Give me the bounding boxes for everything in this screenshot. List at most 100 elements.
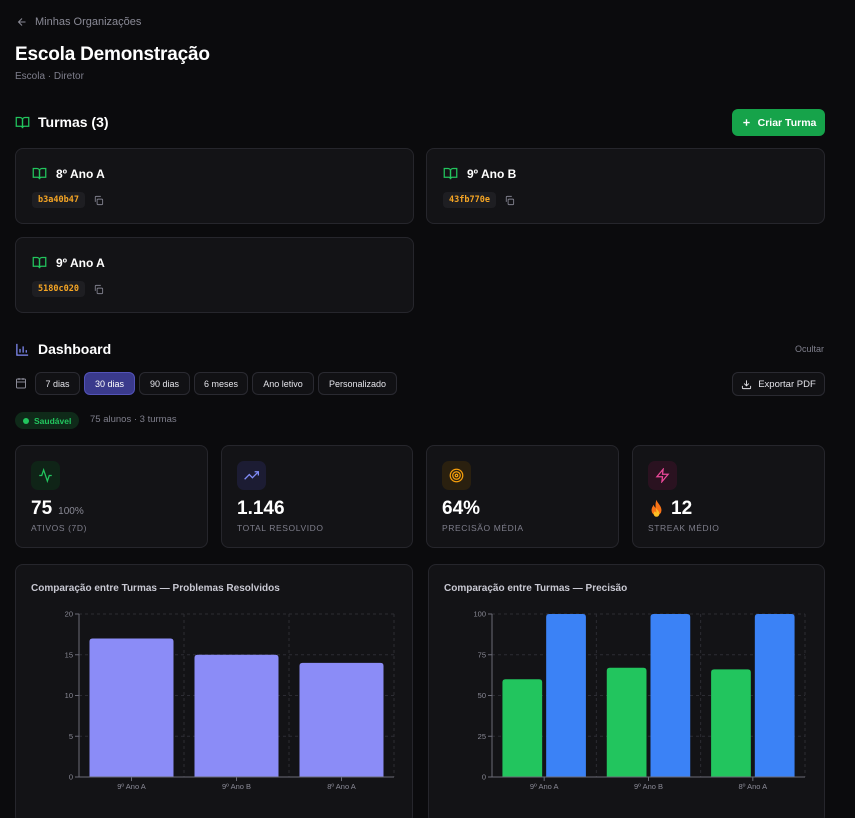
turma-name: 9º Ano A bbox=[32, 255, 105, 270]
y-tick-label: 15 bbox=[65, 650, 73, 659]
x-tick-label: 9º Ano A bbox=[117, 782, 146, 791]
turma-name: 8º Ano A bbox=[32, 166, 105, 181]
stat-number: 75 bbox=[31, 498, 53, 519]
bar bbox=[502, 679, 543, 777]
export-pdf-label: Exportar PDF bbox=[758, 378, 816, 390]
stat-value: 75 100% bbox=[31, 498, 84, 520]
stat-card-precisao: 64% PRECISÃO MÉDIA bbox=[426, 445, 619, 548]
bar bbox=[711, 669, 751, 777]
book-open-icon bbox=[32, 167, 47, 180]
target-icon bbox=[442, 461, 471, 490]
y-tick-label: 100 bbox=[473, 610, 486, 619]
dashboard-meta: 75 alunos · 3 turmas bbox=[90, 414, 177, 425]
stat-number: 12 bbox=[671, 498, 693, 519]
plus-icon bbox=[742, 119, 750, 126]
trending-up-icon bbox=[237, 461, 266, 490]
y-tick-label: 25 bbox=[478, 732, 486, 741]
turmas-section-title: Turmas (3) bbox=[15, 114, 109, 130]
chart-card-precisao: Comparação entre Turmas — Precisão 0 25 50… bbox=[428, 564, 825, 818]
stat-label: STREAK MÉDIO bbox=[648, 523, 720, 533]
book-open-icon bbox=[443, 167, 458, 180]
copy-icon[interactable] bbox=[504, 195, 515, 206]
bar bbox=[606, 667, 647, 777]
x-tick-label: 9º Ano B bbox=[222, 782, 251, 791]
arrow-left-icon bbox=[17, 18, 26, 26]
stat-card-streak: 12 STREAK MÉDIO bbox=[632, 445, 825, 548]
x-tick-label: 9º Ano B bbox=[634, 782, 663, 791]
filter-personalizado[interactable]: Personalizado bbox=[318, 372, 397, 395]
x-tick-label: 8º Ano A bbox=[327, 782, 356, 791]
copy-icon[interactable] bbox=[93, 284, 104, 295]
bar bbox=[194, 654, 279, 777]
book-open-icon bbox=[32, 256, 47, 269]
bar bbox=[546, 614, 586, 777]
status-dot bbox=[23, 417, 29, 424]
x-tick-label: 8º Ano A bbox=[739, 782, 768, 791]
chart-title: Comparação entre Turmas — Problemas Reso… bbox=[31, 583, 280, 594]
stat-label: TOTAL RESOLVIDO bbox=[237, 523, 324, 533]
activity-icon bbox=[31, 461, 60, 490]
turma-card[interactable]: 9º Ano B 43fb770e bbox=[426, 148, 825, 224]
status-badge: Saudável bbox=[15, 412, 80, 429]
book-open-icon bbox=[15, 116, 30, 128]
status-label: Saudável bbox=[34, 415, 72, 426]
turma-card[interactable]: 8º Ano A b3a40b47 bbox=[15, 148, 414, 224]
bar-chart-problemas: 0 5 10 15 20 9º Ano A 9º Ano B 8º Ano A bbox=[65, 610, 395, 791]
turma-name-label: 9º Ano B bbox=[467, 166, 517, 181]
stat-card-total-resolvido: 1.146 TOTAL RESOLVIDO bbox=[221, 445, 413, 548]
chart-title: Comparação entre Turmas — Precisão bbox=[444, 583, 628, 594]
back-link-label: Minhas Organizações bbox=[35, 16, 142, 28]
zap-icon bbox=[648, 461, 677, 490]
bar bbox=[754, 614, 795, 777]
bar-chart-precisao: 0 25 50 75 100 9º Ano A 9º Ano B 8º Ano A bbox=[473, 610, 806, 791]
y-tick-label: 20 bbox=[65, 610, 73, 619]
filter-7-dias[interactable]: 7 dias bbox=[35, 372, 80, 395]
calendar-icon bbox=[16, 378, 26, 389]
hide-dashboard-link[interactable]: Ocultar bbox=[795, 344, 825, 354]
stat-card-ativos: 75 100% ATIVOS (7D) bbox=[15, 445, 208, 548]
turma-code: b3a40b47 bbox=[32, 192, 85, 208]
dashboard-section-title: Dashboard bbox=[15, 341, 111, 357]
create-turma-label: Criar Turma bbox=[757, 116, 817, 129]
stat-number: 1.146 bbox=[237, 498, 285, 519]
y-tick-label: 5 bbox=[69, 732, 73, 741]
stat-label: ATIVOS (7D) bbox=[31, 523, 88, 533]
bar bbox=[650, 614, 691, 777]
turma-code: 43fb770e bbox=[443, 192, 496, 208]
filter-90-dias[interactable]: 90 dias bbox=[139, 372, 190, 395]
stat-number: 64% bbox=[442, 498, 481, 519]
chart-card-problemas: Comparação entre Turmas — Problemas Reso… bbox=[15, 564, 413, 818]
turma-code: 5180c020 bbox=[32, 281, 85, 297]
y-tick-label: 0 bbox=[69, 773, 73, 782]
back-link[interactable]: Minhas Organizações bbox=[16, 16, 141, 28]
download-icon bbox=[742, 379, 752, 389]
y-tick-label: 0 bbox=[482, 773, 486, 782]
turma-name-label: 9º Ano A bbox=[56, 255, 105, 270]
turmas-title: Turmas (3) bbox=[38, 114, 109, 130]
turma-name-label: 8º Ano A bbox=[56, 166, 105, 181]
stat-value: 1.146 bbox=[237, 498, 285, 520]
stat-value: 12 bbox=[648, 498, 692, 520]
stat-sub: 100% bbox=[58, 506, 84, 517]
create-turma-button[interactable]: Criar Turma bbox=[732, 109, 825, 136]
dashboard-title: Dashboard bbox=[38, 341, 112, 357]
bar-chart-icon bbox=[16, 343, 29, 356]
filter-ano-letivo[interactable]: Ano letivo bbox=[252, 372, 314, 395]
y-tick-label: 10 bbox=[65, 691, 73, 700]
turma-name: 9º Ano B bbox=[443, 166, 516, 181]
filter-6-meses[interactable]: 6 meses bbox=[194, 372, 248, 395]
export-pdf-button[interactable]: Exportar PDF bbox=[732, 372, 825, 396]
stat-label: PRECISÃO MÉDIA bbox=[442, 523, 524, 533]
stat-value: 64% bbox=[442, 498, 480, 520]
x-tick-label: 9º Ano A bbox=[530, 782, 559, 791]
bar bbox=[299, 662, 384, 777]
turma-card[interactable]: 9º Ano A 5180c020 bbox=[15, 237, 414, 313]
bar bbox=[89, 638, 174, 777]
y-tick-label: 50 bbox=[478, 691, 486, 700]
fire-icon bbox=[651, 499, 662, 517]
page-title: Escola Demonstração bbox=[15, 44, 210, 65]
filter-30-dias[interactable]: 30 dias bbox=[84, 372, 135, 395]
copy-icon[interactable] bbox=[93, 195, 104, 206]
page-subtitle: Escola · Diretor bbox=[15, 71, 84, 82]
y-tick-label: 75 bbox=[478, 650, 486, 659]
